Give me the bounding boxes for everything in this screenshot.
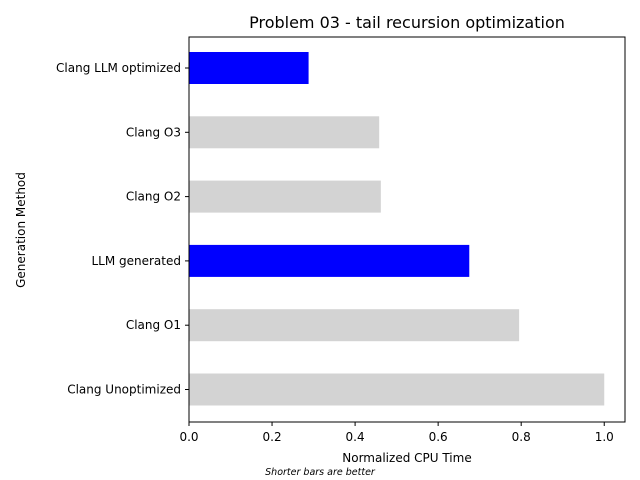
bars-group	[189, 52, 605, 406]
x-tick-label: 0.8	[512, 430, 531, 444]
x-axis-ticks: 0.0 0.2 0.4 0.6 0.8 1.0	[179, 422, 614, 444]
y-tick-label: Clang Unoptimized	[67, 383, 181, 397]
y-tick-label: Clang O2	[126, 190, 181, 204]
x-tick-label: 1.0	[595, 430, 614, 444]
chart-title: Problem 03 - tail recursion optimization	[249, 13, 565, 32]
bar-clang-o1	[189, 309, 520, 342]
y-tick-label: Clang O3	[126, 125, 181, 139]
y-axis-ticks: Clang Unoptimized Clang O1 LLM generated Cl…	[56, 61, 189, 397]
bar-clang-o3	[189, 116, 380, 149]
bar-clang-unoptimized	[189, 373, 605, 406]
plot-area-frame	[188, 36, 626, 423]
bar-clang-llm-optimized	[189, 52, 309, 84]
y-axis-label: Generation Method	[14, 172, 28, 288]
x-tick-label: 0.0	[179, 430, 198, 444]
y-tick-label: Clang LLM optimized	[56, 61, 181, 75]
y-tick-label: Clang O1	[126, 318, 181, 332]
x-tick-label: 0.6	[429, 430, 448, 444]
x-axis-label: Normalized CPU Time	[342, 451, 471, 465]
x-tick-label: 0.2	[263, 430, 282, 444]
x-tick-label: 0.4	[346, 430, 365, 444]
bar-llm-generated	[189, 244, 470, 277]
y-tick-label: LLM generated	[91, 254, 181, 268]
chart-annotation: Shorter bars are better	[265, 467, 376, 478]
bar-clang-o2	[189, 180, 381, 213]
